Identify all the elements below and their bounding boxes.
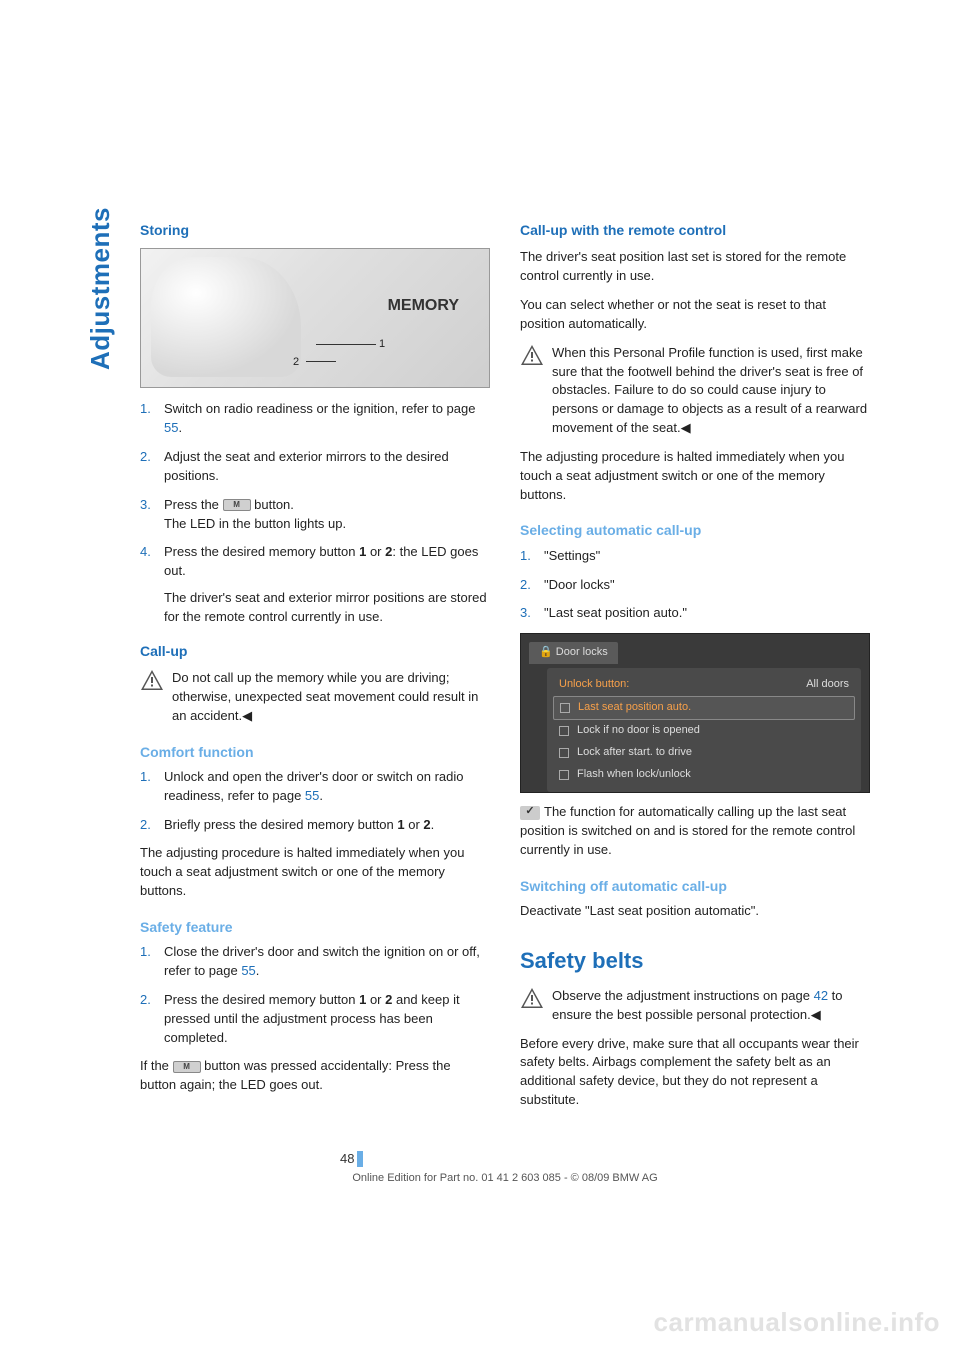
page-link[interactable]: 42: [814, 988, 828, 1003]
screenshot-tab: 🔒 Door locks: [529, 642, 618, 664]
safety-steps: Close the driver's door and switch the i…: [140, 943, 490, 1047]
heading-remote: Call-up with the remote control: [520, 220, 870, 240]
heading-switch-off: Switching off automatic call-up: [520, 876, 870, 896]
select-auto-after: The function for automatically calling u…: [520, 803, 870, 860]
heading-safety-belts: Safety belts: [520, 945, 870, 977]
warning-icon: [140, 669, 164, 691]
remote-p3: The adjusting procedure is halted immedi…: [520, 448, 870, 505]
switch-off-text: Deactivate "Last seat position automatic…: [520, 902, 870, 921]
heading-comfort: Comfort function: [140, 742, 490, 762]
page-link[interactable]: 55: [164, 420, 178, 435]
step: Press the button. The LED in the button …: [140, 496, 490, 534]
belts-p: Before every drive, make sure that all o…: [520, 1035, 870, 1110]
step: Adjust the seat and exterior mirrors to …: [140, 448, 490, 486]
checkbox-icon: [520, 806, 540, 820]
warning-remote: When this Personal Profile function is u…: [520, 344, 870, 438]
screenshot-header: Unlock button: All doors: [553, 674, 855, 696]
step: Close the driver's door and switch the i…: [140, 943, 490, 981]
heading-safety-feature: Safety feature: [140, 917, 490, 937]
step: Unlock and open the driver's door or swi…: [140, 768, 490, 806]
screenshot-row: Lock if no door is opened: [553, 720, 855, 742]
screenshot-row: Lock after start. to drive: [553, 742, 855, 764]
step: Press the desired memory button 1 or 2 a…: [140, 991, 490, 1048]
memory-label: MEMORY: [388, 294, 459, 317]
warning-icon: [520, 987, 544, 1009]
page-link[interactable]: 55: [305, 788, 319, 803]
step: Briefly press the desired memory button …: [140, 816, 490, 835]
watermark: carmanualsonline.info: [654, 1307, 940, 1338]
step: "Settings": [520, 547, 870, 566]
select-auto-steps: "Settings" "Door locks" "Last seat posit…: [520, 547, 870, 624]
step: "Door locks": [520, 576, 870, 595]
screenshot-row: Last seat position auto.: [553, 696, 855, 720]
side-title: Adjustments: [85, 207, 116, 370]
comfort-steps: Unlock and open the driver's door or swi…: [140, 768, 490, 835]
page-link[interactable]: 55: [241, 963, 255, 978]
warning-belts: Observe the adjustment instructions on p…: [520, 987, 870, 1025]
left-column: Storing MEMORY 1 2 Switch on radio readi…: [140, 220, 490, 1120]
warning-callup: Do not call up the memory while you are …: [140, 669, 490, 726]
heading-select-auto: Selecting automatic call-up: [520, 520, 870, 540]
figure-memory-seat: MEMORY 1 2: [140, 248, 490, 388]
step: Switch on radio readiness or the ignitio…: [140, 400, 490, 438]
safety-after: If the button was pressed accidentally: …: [140, 1057, 490, 1095]
footer-line: Online Edition for Part no. 01 41 2 603 …: [140, 1172, 870, 1184]
idrive-screenshot: 🔒 Door locks Unlock button: All doors La…: [520, 633, 870, 793]
comfort-after: The adjusting procedure is halted immedi…: [140, 844, 490, 901]
right-column: Call-up with the remote control The driv…: [520, 220, 870, 1120]
m-button-icon: [173, 1061, 201, 1073]
screenshot-row: Flash when lock/unlock: [553, 764, 855, 786]
heading-storing: Storing: [140, 220, 490, 240]
storing-steps: Switch on radio readiness or the ignitio…: [140, 400, 490, 626]
page-number: 48: [140, 1150, 870, 1168]
m-button-icon: [223, 499, 251, 511]
remote-p1: The driver's seat position last set is s…: [520, 248, 870, 286]
heading-callup: Call-up: [140, 641, 490, 661]
warning-icon: [520, 344, 544, 366]
step: "Last seat position auto.": [520, 604, 870, 623]
step: Press the desired memory button 1 or 2: …: [140, 543, 490, 626]
remote-p2: You can select whether or not the seat i…: [520, 296, 870, 334]
